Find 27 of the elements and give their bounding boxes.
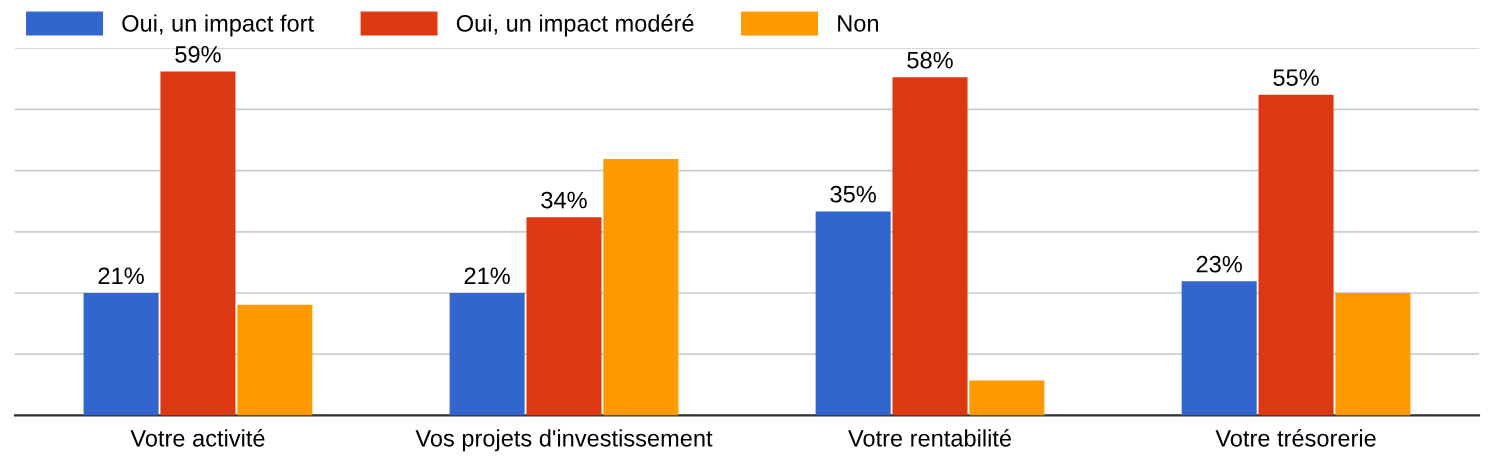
legend-label: Oui, un impact fort bbox=[122, 14, 314, 37]
x-tick-label: Votre activité bbox=[130, 429, 265, 447]
bar bbox=[1258, 94, 1334, 416]
bar bbox=[449, 292, 525, 416]
legend-label: Non bbox=[838, 15, 879, 32]
bar bbox=[969, 380, 1045, 416]
bar bbox=[526, 217, 602, 416]
x-tick-label: Votre trésorerie bbox=[1215, 429, 1376, 447]
bar bbox=[237, 304, 313, 416]
legend-label: Oui, un impact modéré bbox=[456, 14, 694, 37]
bar bbox=[603, 158, 679, 416]
data-label: 59% bbox=[175, 45, 221, 63]
data-label: 58% bbox=[907, 51, 953, 69]
bar bbox=[83, 292, 159, 416]
bar bbox=[892, 77, 968, 416]
bar bbox=[1181, 281, 1257, 416]
x-tick-label: Vos projets d'investissement bbox=[415, 429, 713, 452]
bar bbox=[160, 71, 236, 416]
data-label: 21% bbox=[98, 267, 144, 285]
data-label: 35% bbox=[830, 185, 876, 203]
data-label: 23% bbox=[1196, 255, 1242, 273]
data-label: 21% bbox=[464, 267, 510, 285]
bar bbox=[1335, 292, 1411, 416]
data-label: 34% bbox=[541, 191, 587, 209]
x-tick-label: Votre rentabilité bbox=[848, 429, 1012, 447]
bar bbox=[815, 211, 891, 416]
data-label: 55% bbox=[1273, 69, 1319, 86]
